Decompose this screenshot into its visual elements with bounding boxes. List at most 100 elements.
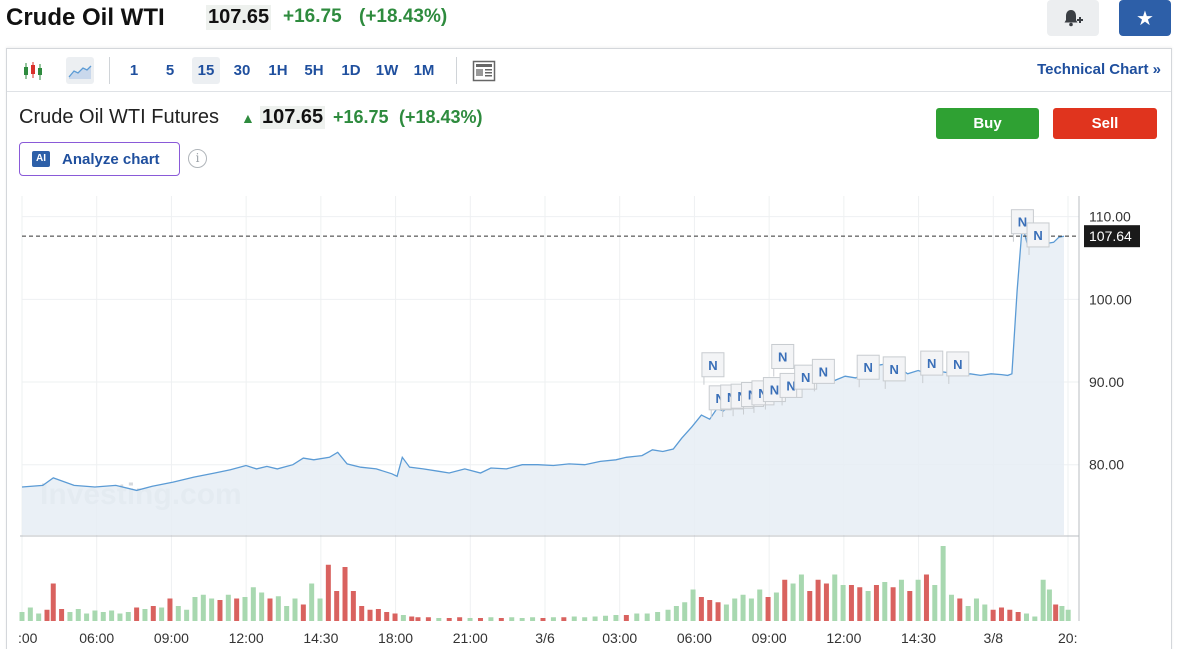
news-flag: N (856, 354, 880, 388)
volume-bar (250, 587, 256, 621)
buy-button[interactable]: Buy (936, 108, 1039, 139)
volume-bar (857, 587, 863, 621)
volume-bar (50, 583, 56, 621)
y-tick-label: 80.00 (1089, 457, 1124, 473)
price-area (22, 224, 1064, 535)
news-flag: N (946, 351, 970, 384)
news-flag: N (920, 350, 944, 384)
volume-bar (1065, 609, 1071, 621)
volume-bar (284, 606, 290, 621)
candlestick-chart-button[interactable] (19, 57, 47, 84)
y-axis: 110.00 100.00 90.00 80.00 (1089, 209, 1132, 473)
news-flag: N (882, 356, 906, 389)
x-tick-label: 06:00 (79, 630, 114, 646)
volume-bar (571, 616, 577, 621)
volume-bar (436, 618, 442, 621)
analyze-chart-button[interactable]: AI Analyze chart (19, 142, 180, 176)
volume-bar (690, 589, 696, 621)
volume-bar (623, 615, 629, 621)
volume-bar (375, 609, 381, 621)
volume-bar (488, 617, 494, 621)
news-flag: N (811, 358, 835, 392)
volume-bar (582, 617, 588, 621)
news-flag-box (771, 343, 795, 369)
news-toggle-button[interactable] (470, 57, 498, 84)
volume-bar (117, 613, 123, 621)
volume-bar (990, 609, 996, 621)
news-flag-label: N (953, 357, 962, 372)
volume-bar (530, 617, 536, 621)
timeframe-30[interactable]: 30 (233, 62, 251, 79)
volume-bar (561, 617, 567, 621)
x-tick-label: 14:30 (901, 630, 936, 646)
volume-bar (907, 591, 913, 621)
x-tick-label: 20: (1058, 630, 1077, 646)
volume-bar (613, 615, 619, 621)
volume-bar (1046, 589, 1052, 621)
volume-bar (682, 602, 688, 621)
volume-bar (757, 589, 763, 621)
candlestick-icon (24, 61, 42, 80)
volume-bar (898, 579, 904, 621)
info-icon[interactable]: i (188, 149, 207, 168)
timeframe-1m[interactable]: 1M (413, 62, 435, 79)
volume-bar (167, 598, 173, 621)
news-flag-box (920, 350, 944, 376)
add-to-watchlist-button[interactable]: ★ (1119, 0, 1171, 36)
sell-button[interactable]: Sell (1053, 108, 1157, 139)
area-chart-button[interactable] (66, 57, 94, 84)
news-flag-label: N (1033, 228, 1042, 243)
news-flag-label: N (927, 356, 936, 371)
volume-bar (300, 604, 306, 621)
volume-bar (715, 602, 721, 621)
volume-bar (27, 607, 33, 621)
volume-bar (998, 607, 1004, 621)
volume-bar (467, 618, 473, 621)
volume-bar (748, 598, 754, 621)
news-flag: N (701, 352, 725, 385)
volume-bar (865, 591, 871, 621)
news-flag-label: N (778, 349, 787, 364)
technical-chart-link[interactable]: Technical Chart » (1037, 61, 1161, 78)
volume-bar (192, 597, 198, 621)
ai-icon: AI (32, 151, 50, 167)
volume-bar (603, 615, 609, 621)
volume-bar (890, 587, 896, 621)
timeframe-1[interactable]: 1 (129, 62, 139, 79)
volume-bar (67, 612, 73, 621)
volume-bar (707, 600, 713, 621)
volume-bar (509, 617, 515, 621)
volume-bar (184, 609, 190, 621)
volume-bar (1023, 613, 1029, 621)
volume-bar (325, 564, 331, 621)
timeframe-1w[interactable]: 1W (375, 62, 399, 79)
volume-bar (19, 612, 25, 621)
x-tick-label: 12:00 (826, 630, 861, 646)
last-price: 107.65 (206, 5, 272, 30)
volume-bar (823, 583, 829, 621)
timeframe-1d[interactable]: 1D (341, 62, 361, 79)
volume-bar (409, 616, 415, 621)
timeframe-15[interactable]: 15 (192, 57, 220, 84)
timeframe-5[interactable]: 5 (165, 62, 175, 79)
volume-bar (940, 546, 946, 621)
news-flag-box (946, 351, 970, 377)
volume-bar (275, 596, 281, 621)
bell-plus-icon (1064, 10, 1083, 27)
futures-price: 107.65 (260, 106, 326, 129)
news-flag-label: N (1018, 215, 1027, 230)
news-flag: N (771, 343, 795, 377)
timeframe-5h[interactable]: 5H (304, 62, 324, 79)
star-icon: ★ (1136, 7, 1154, 30)
volume-bar (234, 598, 240, 621)
volume-bar (923, 574, 929, 621)
chart-toolbar: 1 5 15 30 1H 5H 1D 1W 1M Technical Chart… (7, 49, 1171, 92)
timeframe-1h[interactable]: 1H (268, 62, 288, 79)
volume-bar (1032, 616, 1038, 621)
x-tick-label: :00 (18, 630, 38, 646)
volume-bar (848, 585, 854, 621)
add-alert-button[interactable] (1047, 0, 1099, 36)
volume-bar (740, 594, 746, 621)
volume-bar (175, 606, 181, 621)
